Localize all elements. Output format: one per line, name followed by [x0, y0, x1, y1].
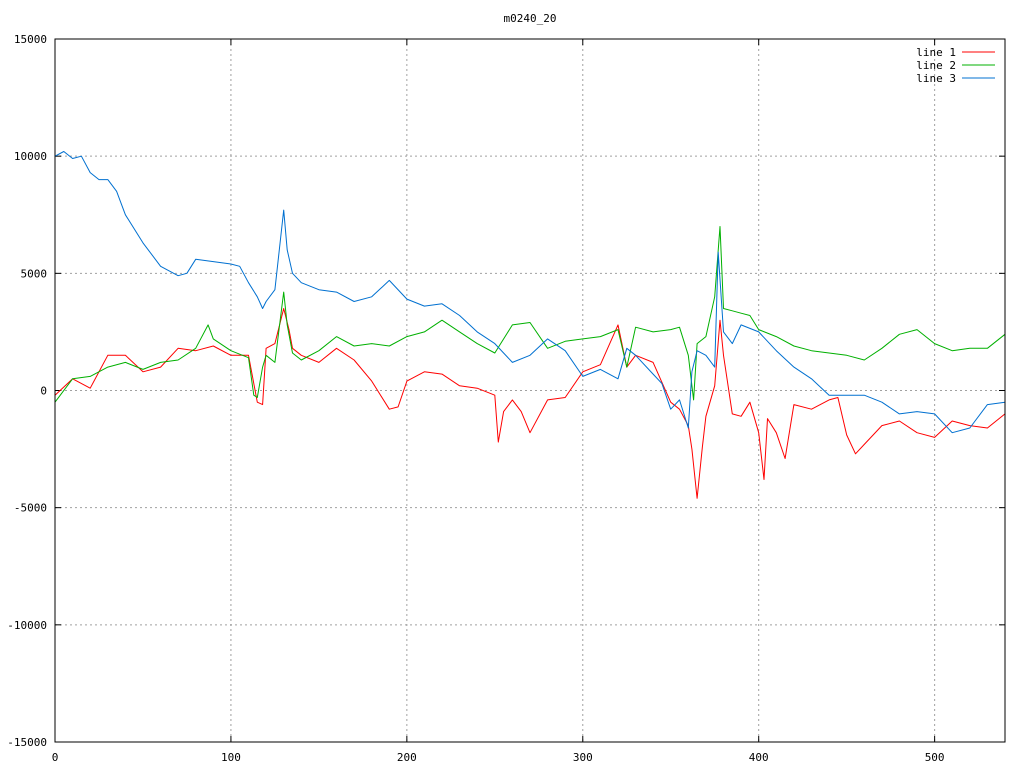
legend-label-2: line 2	[916, 59, 956, 72]
y-tick-label: -15000	[7, 736, 47, 749]
y-tick-label: -5000	[14, 502, 47, 515]
legend-label-3: line 3	[916, 72, 956, 85]
y-tick-label: -10000	[7, 619, 47, 632]
x-tick-label: 300	[573, 751, 593, 764]
x-tick-label: 0	[52, 751, 59, 764]
y-tick-label: 5000	[21, 267, 48, 280]
series-group	[54, 151, 1006, 499]
y-tick-label: 0	[40, 385, 47, 398]
series-line-3	[54, 151, 1006, 434]
chart-title: m0240_20	[504, 12, 557, 25]
x-tick-label: 500	[925, 751, 945, 764]
x-tick-label: 100	[221, 751, 241, 764]
x-tick-label: 200	[397, 751, 417, 764]
plot-frame	[54, 38, 1006, 743]
series-line-2	[54, 226, 1006, 403]
axis-ticks: -15000 -10000 -5000 0 5000 10000 15000 0 100 200 3…	[7, 33, 1005, 764]
grid	[55, 39, 1005, 742]
x-tick-label: 400	[749, 751, 769, 764]
y-tick-label: 15000	[14, 33, 47, 46]
y-tick-label: 10000	[14, 150, 47, 163]
legend-label-1: line 1	[916, 46, 956, 59]
series-line-1	[54, 308, 1006, 499]
